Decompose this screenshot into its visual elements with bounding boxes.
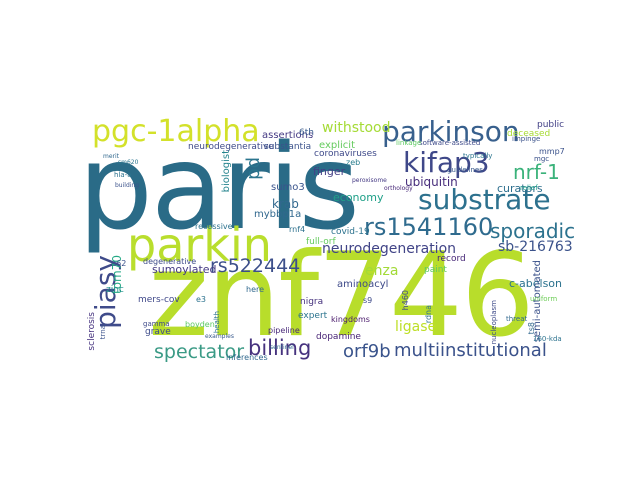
word: sb-216763 (498, 239, 573, 255)
word: 6th (299, 128, 314, 138)
word: spectator (154, 341, 245, 363)
word: paint (424, 265, 447, 275)
word: 160-kda (533, 335, 562, 343)
word: building (115, 182, 140, 189)
word: sumoylated (152, 263, 217, 276)
word: s62 (112, 259, 127, 268)
word: typically (463, 152, 493, 160)
word: paris (78, 118, 360, 256)
word: mybbp1a (254, 209, 302, 220)
word: pipeline (268, 326, 300, 335)
word: pgc-1alpha (92, 114, 260, 149)
word: sm620 (118, 159, 139, 166)
word: billing (248, 336, 312, 360)
word: public (537, 120, 565, 130)
word: sumo3 (271, 182, 305, 193)
word: substantia (264, 142, 312, 152)
word: pd (243, 157, 264, 180)
word: record (437, 254, 466, 264)
word: relief (520, 184, 538, 192)
word: deceased (507, 129, 551, 139)
word: economy (333, 191, 384, 204)
word: covid-19 (331, 227, 370, 237)
word: mmp7 (539, 147, 565, 156)
word: examples (205, 333, 234, 340)
word: hla-a (114, 171, 132, 179)
word: rdna (424, 305, 433, 324)
word: impinge (512, 135, 541, 143)
word: degenerative (143, 257, 197, 266)
word: znf746 (148, 228, 535, 363)
word: kingdoms (331, 315, 370, 324)
word: health (213, 311, 221, 334)
word: orthology (384, 185, 413, 192)
word: rs522444 (210, 255, 301, 277)
word: explicit (319, 140, 355, 151)
word: here (246, 285, 265, 294)
word: curators (497, 182, 543, 195)
word: ubiquitin (405, 175, 458, 189)
word: uniform (530, 295, 558, 303)
word: mgc (534, 155, 550, 163)
word: trna (99, 325, 107, 340)
word: guidelines (447, 166, 483, 174)
word: gamma (143, 320, 170, 328)
word: substrate (418, 183, 551, 216)
word: grave (145, 327, 171, 337)
word: h460 (401, 290, 410, 311)
word: ligase (395, 319, 437, 335)
word: kifap3 (403, 146, 490, 179)
word: ts8 (527, 322, 536, 335)
word: boyden (185, 320, 215, 329)
word: sclerosis (87, 312, 97, 351)
word: finger (313, 165, 346, 178)
word: merit (103, 153, 120, 160)
word: software-assisted (419, 139, 481, 147)
word: biologist (221, 150, 232, 193)
word: s9 (363, 296, 373, 305)
word: rs1541160 (364, 213, 494, 241)
word: zeb (346, 158, 361, 167)
word: e3 (196, 295, 207, 304)
word: inferences (226, 353, 268, 362)
word: parkinson (382, 115, 520, 148)
word: full-orf (306, 237, 336, 247)
word: aminoacyl (337, 279, 389, 290)
word: peroxisome (352, 177, 387, 184)
word: nrf-1 (513, 160, 560, 184)
word: nucleoplasm (490, 300, 498, 345)
word: c-abelson (509, 277, 562, 290)
word: neurodegenerative (188, 142, 274, 152)
word: multiinstitutional (394, 340, 547, 361)
word: recessive (195, 222, 233, 231)
word: orf9b (343, 341, 391, 362)
word: mers-cov (138, 295, 180, 305)
word: withstood (322, 120, 391, 136)
word: assertions (262, 130, 314, 141)
word: sporadic (490, 219, 576, 243)
word: expert (298, 311, 328, 321)
word: parkin (127, 218, 272, 272)
word: threat (506, 315, 528, 323)
word: enza (365, 263, 399, 279)
word: zinc (106, 285, 124, 295)
word: rnf4 (289, 225, 306, 234)
word: nigra (300, 297, 324, 307)
word: neurodegeneration (322, 241, 457, 257)
word: dopamine (316, 332, 361, 342)
word: sentinel (270, 344, 294, 351)
word: linkage (396, 139, 422, 147)
word: coronaviruses (314, 149, 377, 159)
word: krab (272, 197, 299, 211)
